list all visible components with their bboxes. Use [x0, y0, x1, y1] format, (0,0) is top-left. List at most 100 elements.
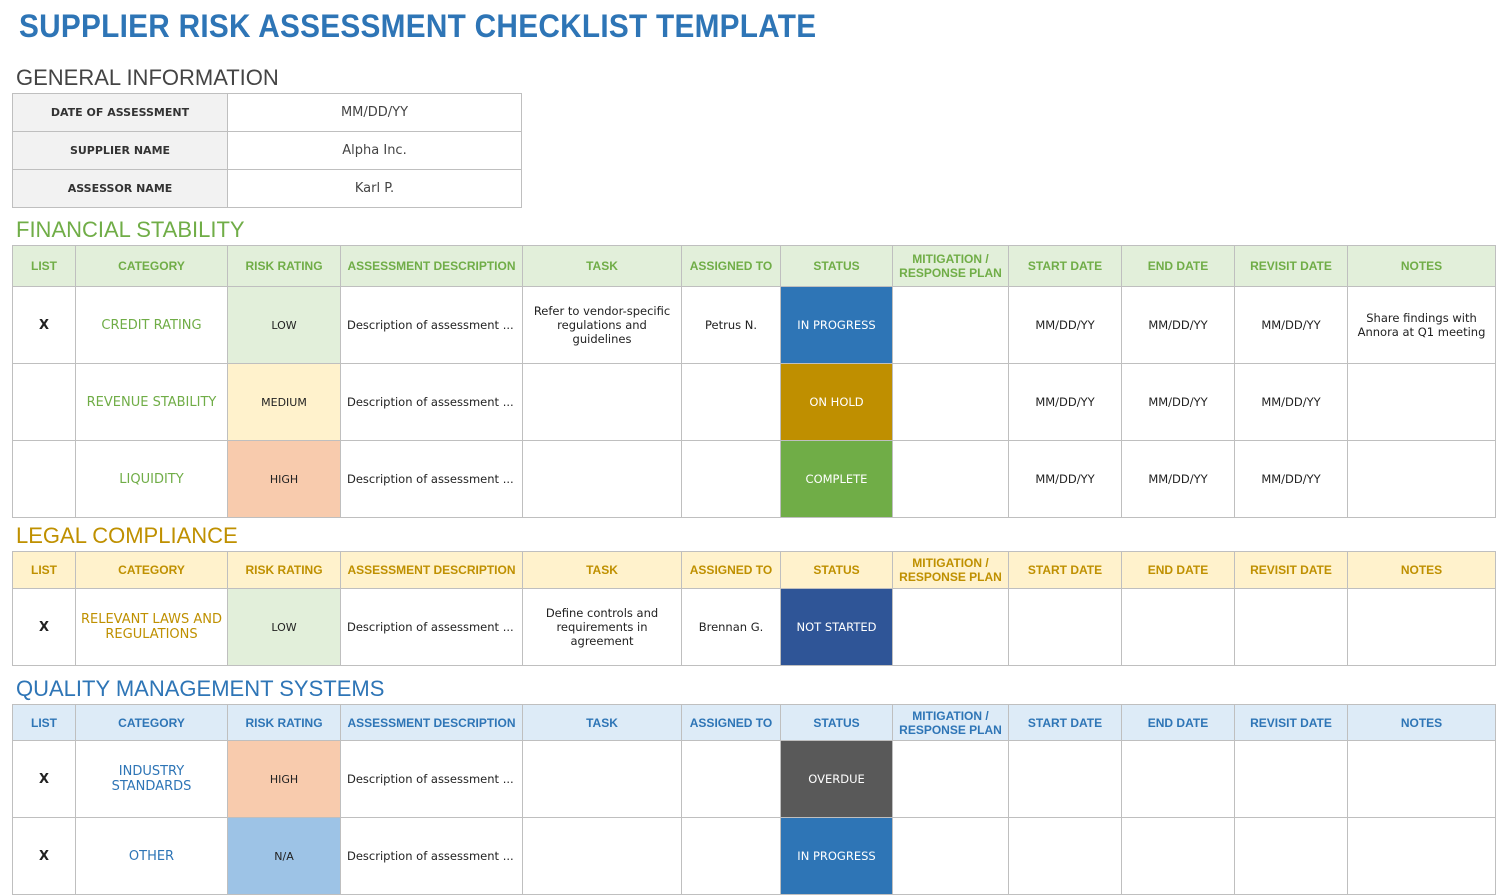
notes-cell[interactable]: [1347, 588, 1496, 666]
risk-cell[interactable]: N/A: [227, 817, 341, 895]
column-header-category: CATEGORY: [75, 245, 228, 287]
risk-cell[interactable]: HIGH: [227, 740, 341, 818]
general-info-heading: GENERAL INFORMATION: [16, 65, 279, 90]
end-cell[interactable]: [1121, 588, 1235, 666]
task-cell[interactable]: [522, 817, 682, 895]
assigned-cell[interactable]: Brennan G.: [681, 588, 781, 666]
supplier-value[interactable]: Alpha Inc.: [227, 131, 522, 170]
end-cell[interactable]: MM/DD/YY: [1121, 286, 1235, 364]
status-badge[interactable]: IN PROGRESS: [780, 817, 893, 895]
description-cell[interactable]: Description of assessment ...: [340, 588, 523, 666]
description-cell[interactable]: Description of assessment ...: [340, 817, 523, 895]
status-badge[interactable]: ON HOLD: [780, 363, 893, 441]
risk-cell[interactable]: LOW: [227, 286, 341, 364]
list-cell[interactable]: X: [12, 588, 76, 666]
mitigation-cell[interactable]: [892, 817, 1009, 895]
table-row: REVENUE STABILITY MEDIUM Description of as…: [12, 363, 1496, 441]
column-header-description: ASSESSMENT DESCRIPTION: [340, 245, 523, 287]
mitigation-cell[interactable]: [892, 363, 1009, 441]
revisit-cell[interactable]: MM/DD/YY: [1234, 440, 1348, 518]
assigned-cell[interactable]: [681, 740, 781, 818]
column-header-start: START DATE: [1008, 245, 1122, 287]
end-cell[interactable]: MM/DD/YY: [1121, 363, 1235, 441]
column-header-notes: NOTES: [1347, 704, 1496, 741]
section-heading: QUALITY MANAGEMENT SYSTEMS: [16, 676, 385, 701]
column-header-assigned: ASSIGNED TO: [681, 551, 781, 589]
assigned-cell[interactable]: [681, 817, 781, 895]
column-header-assigned: ASSIGNED TO: [681, 704, 781, 741]
assessor-value[interactable]: Karl P.: [227, 169, 522, 208]
status-badge[interactable]: OVERDUE: [780, 740, 893, 818]
column-header-mitigation: MITIGATION / RESPONSE PLAN: [892, 704, 1009, 741]
assigned-cell[interactable]: [681, 440, 781, 518]
general-row-date: DATE OF ASSESSMENT MM/DD/YY: [12, 93, 522, 132]
mitigation-cell[interactable]: [892, 588, 1009, 666]
assigned-cell[interactable]: [681, 363, 781, 441]
column-header-description: ASSESSMENT DESCRIPTION: [340, 704, 523, 741]
start-cell[interactable]: MM/DD/YY: [1008, 440, 1122, 518]
risk-cell[interactable]: LOW: [227, 588, 341, 666]
category-cell[interactable]: RELEVANT LAWS AND REGULATIONS: [75, 588, 228, 666]
start-cell[interactable]: [1008, 740, 1122, 818]
header-row: LIST CATEGORY RISK RATING ASSESSMENT DESCRI…: [12, 245, 1496, 287]
mitigation-cell[interactable]: [892, 740, 1009, 818]
description-cell[interactable]: Description of assessment ...: [340, 440, 523, 518]
status-badge[interactable]: COMPLETE: [780, 440, 893, 518]
task-cell[interactable]: Refer to vendor-specific regulations and…: [522, 286, 682, 364]
header-row: LIST CATEGORY RISK RATING ASSESSMENT DESCRI…: [12, 704, 1496, 741]
description-cell[interactable]: Description of assessment ...: [340, 740, 523, 818]
section-table: LIST CATEGORY RISK RATING ASSESSMENT DESCRI…: [12, 704, 1496, 895]
notes-cell[interactable]: [1347, 440, 1496, 518]
category-cell[interactable]: INDUSTRY STANDARDS: [75, 740, 228, 818]
notes-cell[interactable]: [1347, 817, 1496, 895]
start-cell[interactable]: MM/DD/YY: [1008, 286, 1122, 364]
revisit-cell[interactable]: MM/DD/YY: [1234, 363, 1348, 441]
revisit-cell[interactable]: MM/DD/YY: [1234, 286, 1348, 364]
column-header-end: END DATE: [1121, 704, 1235, 741]
list-cell[interactable]: X: [12, 817, 76, 895]
notes-cell[interactable]: Share findings with Annora at Q1 meeting: [1347, 286, 1496, 364]
list-cell[interactable]: X: [12, 740, 76, 818]
status-badge[interactable]: IN PROGRESS: [780, 286, 893, 364]
column-header-list: LIST: [12, 245, 76, 287]
task-cell[interactable]: [522, 363, 682, 441]
risk-cell[interactable]: HIGH: [227, 440, 341, 518]
end-cell[interactable]: MM/DD/YY: [1121, 440, 1235, 518]
mitigation-cell[interactable]: [892, 286, 1009, 364]
description-cell[interactable]: Description of assessment ...: [340, 286, 523, 364]
description-cell[interactable]: Description of assessment ...: [340, 363, 523, 441]
start-cell[interactable]: [1008, 588, 1122, 666]
section-heading: LEGAL COMPLIANCE: [16, 523, 238, 548]
status-badge[interactable]: NOT STARTED: [780, 588, 893, 666]
revisit-cell[interactable]: [1234, 588, 1348, 666]
end-cell[interactable]: [1121, 740, 1235, 818]
start-cell[interactable]: MM/DD/YY: [1008, 363, 1122, 441]
assigned-cell[interactable]: Petrus N.: [681, 286, 781, 364]
column-header-status: STATUS: [780, 551, 893, 589]
task-cell[interactable]: Define controls and requirements in agre…: [522, 588, 682, 666]
list-cell[interactable]: X: [12, 286, 76, 364]
column-header-revisit: REVISIT DATE: [1234, 551, 1348, 589]
start-cell[interactable]: [1008, 817, 1122, 895]
list-cell[interactable]: [12, 363, 76, 441]
mitigation-cell[interactable]: [892, 440, 1009, 518]
category-cell[interactable]: LIQUIDITY: [75, 440, 228, 518]
notes-cell[interactable]: [1347, 363, 1496, 441]
date-value[interactable]: MM/DD/YY: [227, 93, 522, 132]
category-cell[interactable]: OTHER: [75, 817, 228, 895]
task-cell[interactable]: [522, 440, 682, 518]
column-header-risk: RISK RATING: [227, 704, 341, 741]
revisit-cell[interactable]: [1234, 817, 1348, 895]
column-header-start: START DATE: [1008, 551, 1122, 589]
revisit-cell[interactable]: [1234, 740, 1348, 818]
column-header-end: END DATE: [1121, 551, 1235, 589]
table-row: X CREDIT RATING LOW Description of assessme…: [12, 286, 1496, 364]
list-cell[interactable]: [12, 440, 76, 518]
category-cell[interactable]: CREDIT RATING: [75, 286, 228, 364]
notes-cell[interactable]: [1347, 740, 1496, 818]
end-cell[interactable]: [1121, 817, 1235, 895]
column-header-task: TASK: [522, 704, 682, 741]
task-cell[interactable]: [522, 740, 682, 818]
category-cell[interactable]: REVENUE STABILITY: [75, 363, 228, 441]
risk-cell[interactable]: MEDIUM: [227, 363, 341, 441]
